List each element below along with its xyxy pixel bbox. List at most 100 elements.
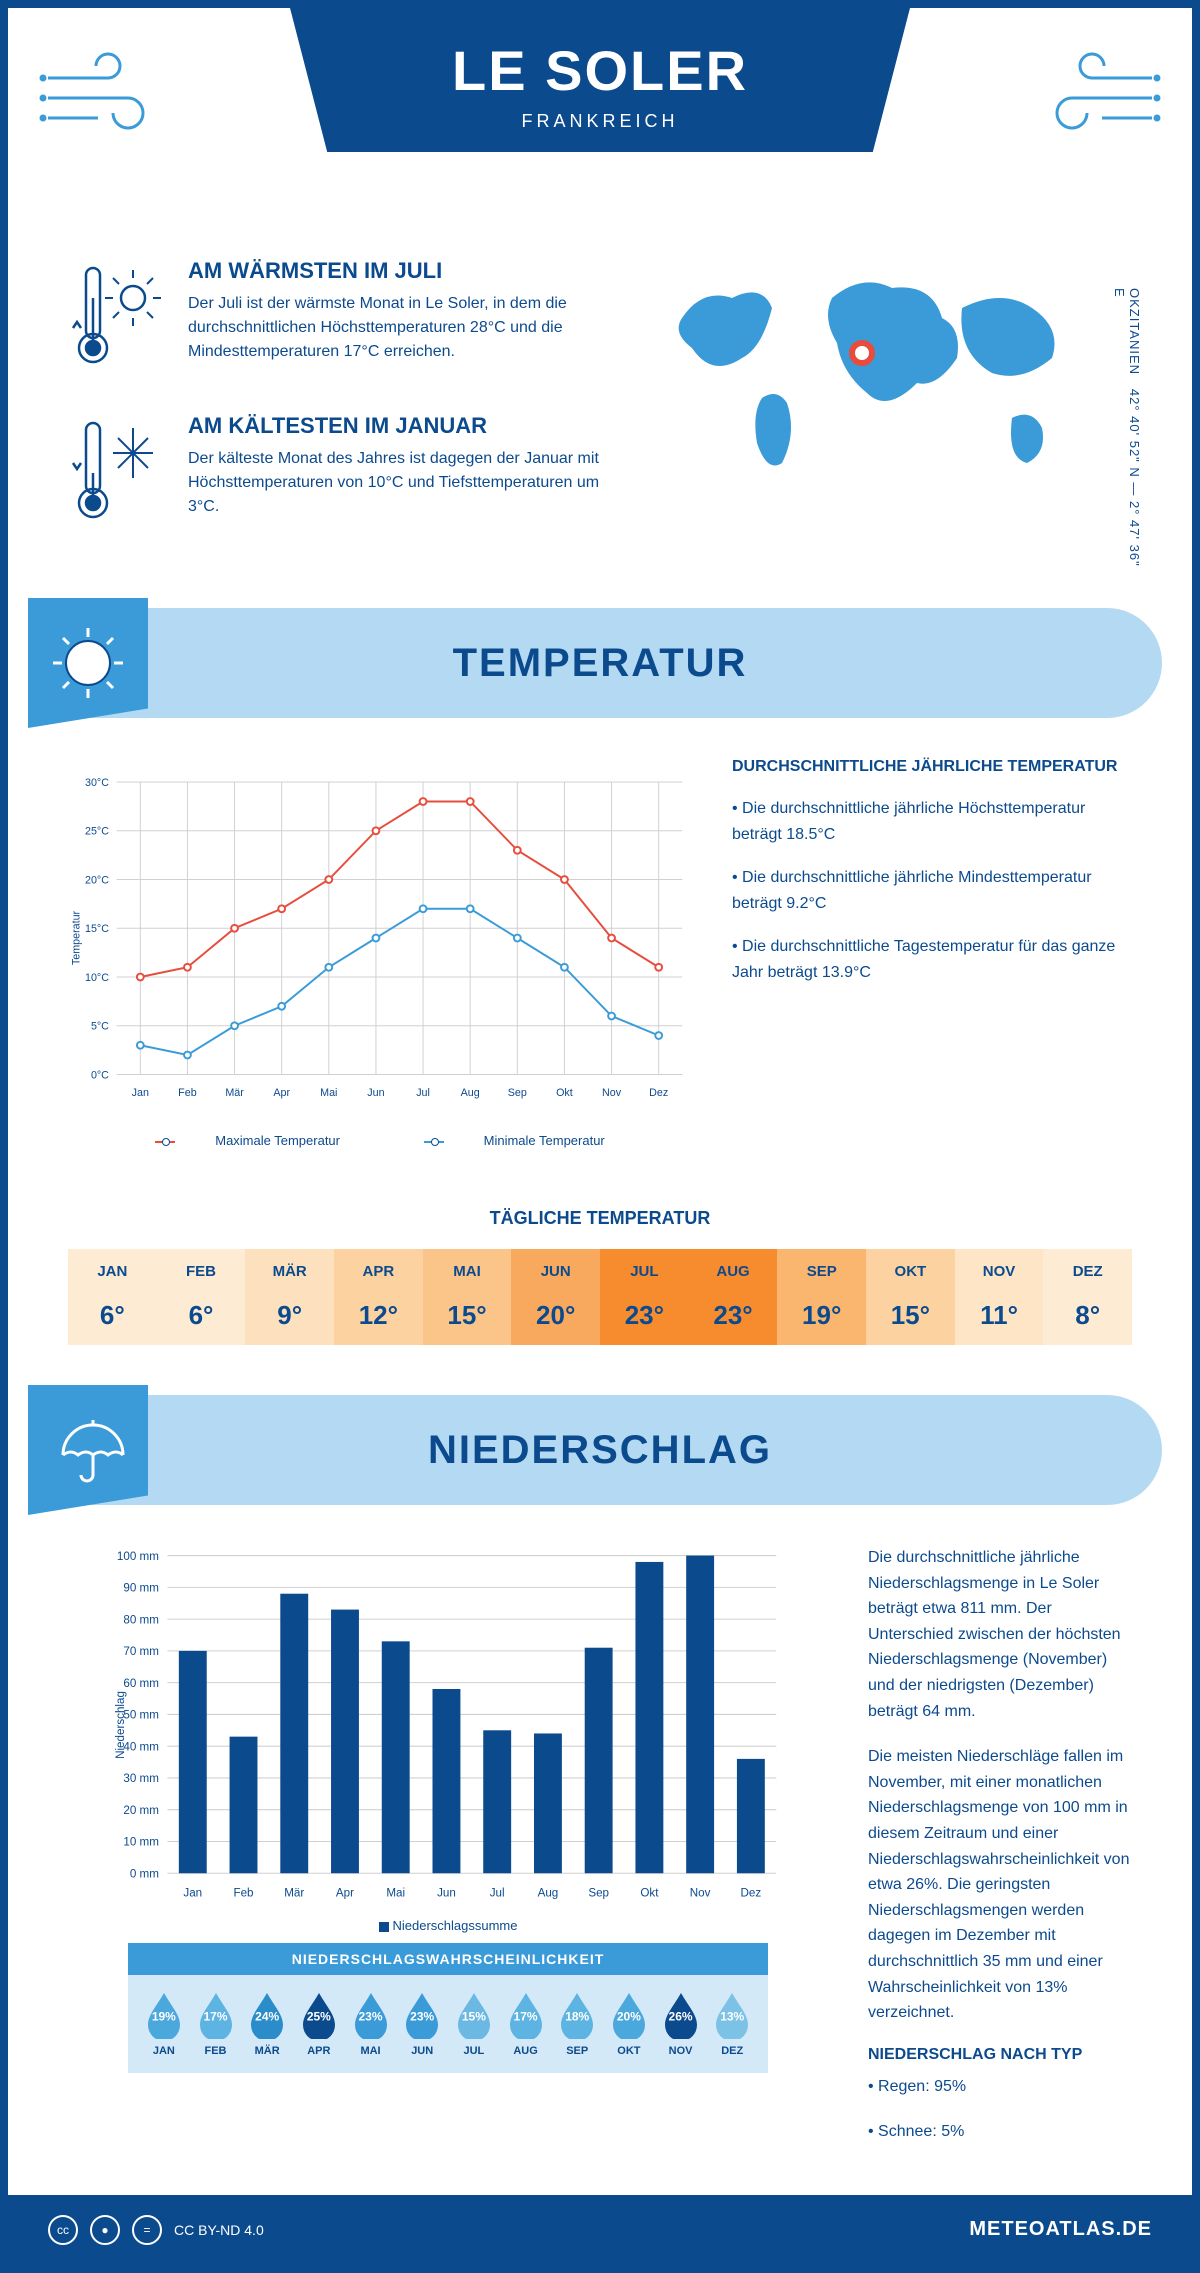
svg-text:15°C: 15°C xyxy=(85,923,109,935)
svg-text:Jan: Jan xyxy=(132,1087,149,1099)
svg-text:Apr: Apr xyxy=(273,1087,290,1099)
precip-type1: • Regen: 95% xyxy=(868,2074,1132,2100)
probability-cell: 24%MÄR xyxy=(241,1991,293,2057)
temp-body: 0°C5°C10°C15°C20°C25°C30°CJanFebMärAprMa… xyxy=(8,758,1192,1188)
svg-text:Okt: Okt xyxy=(640,1887,659,1900)
svg-text:20°C: 20°C xyxy=(85,874,109,886)
svg-text:0 mm: 0 mm xyxy=(130,1867,159,1880)
daily-cell: APR12° xyxy=(334,1249,423,1345)
svg-text:Mai: Mai xyxy=(386,1887,405,1900)
temp-section-header: TEMPERATUR xyxy=(38,608,1162,718)
page: LE SOLER FRANKREICH AM WÄRMSTEN IM JULI … xyxy=(0,0,1200,2273)
coldest-desc: Der kälteste Monat des Jahres ist dagege… xyxy=(188,447,612,519)
warmest-desc: Der Juli ist der wärmste Monat in Le Sol… xyxy=(188,292,612,364)
svg-text:Sep: Sep xyxy=(508,1087,527,1099)
svg-text:5°C: 5°C xyxy=(91,1021,109,1033)
probability-cell: 25%APR xyxy=(293,1991,345,2057)
svg-text:20 mm: 20 mm xyxy=(123,1804,159,1817)
svg-text:Temperatur: Temperatur xyxy=(71,910,83,965)
map-block: OKZITANIEN 42° 40' 52" N — 2° 47' 36" E xyxy=(652,258,1132,568)
warmest-block: AM WÄRMSTEN IM JULI Der Juli ist der wär… xyxy=(68,258,612,383)
precipitation-bar-chart: 0 mm10 mm20 mm30 mm40 mm50 mm60 mm70 mm8… xyxy=(68,1545,828,1905)
probability-cell: 15%JUL xyxy=(448,1991,500,2057)
daily-cell: DEZ8° xyxy=(1043,1249,1132,1345)
precip-section-header: NIEDERSCHLAG xyxy=(38,1395,1162,1505)
probability-cell: 20%OKT xyxy=(603,1991,655,2057)
temp-info: DURCHSCHNITTLICHE JÄHRLICHE TEMPERATUR •… xyxy=(732,758,1132,1148)
coordinates: OKZITANIEN 42° 40' 52" N — 2° 47' 36" E xyxy=(1112,288,1142,568)
svg-text:Mai: Mai xyxy=(320,1087,337,1099)
probability-cell: 23%MAI xyxy=(345,1991,397,2057)
probability-grid: 19%JAN17%FEB24%MÄR25%APR23%MAI23%JUN15%J… xyxy=(128,1975,768,2073)
svg-text:Okt: Okt xyxy=(556,1087,573,1099)
temperature-line-chart: 0°C5°C10°C15°C20°C25°C30°CJanFebMärAprMa… xyxy=(68,758,692,1118)
daily-cell: FEB6° xyxy=(157,1249,246,1345)
probability-cell: 17%AUG xyxy=(500,1991,552,2057)
intro-left: AM WÄRMSTEN IM JULI Der Juli ist der wär… xyxy=(68,258,612,568)
probability-cell: 18%SEP xyxy=(551,1991,603,2057)
svg-text:70 mm: 70 mm xyxy=(123,1645,159,1658)
daily-cell: JUN20° xyxy=(511,1249,600,1345)
temp-info-p3: • Die durchschnittliche Tagestemperatur … xyxy=(732,934,1132,985)
by-icon: ● xyxy=(90,2215,120,2245)
probability-cell: 17%FEB xyxy=(190,1991,242,2057)
precip-info: Die durchschnittliche jährliche Niedersc… xyxy=(868,1545,1132,2165)
svg-text:Feb: Feb xyxy=(178,1087,197,1099)
precip-p1: Die durchschnittliche jährliche Niedersc… xyxy=(868,1545,1132,1724)
svg-text:Mär: Mär xyxy=(225,1087,244,1099)
svg-text:Aug: Aug xyxy=(461,1087,480,1099)
coldest-title: AM KÄLTESTEN IM JANUAR xyxy=(188,413,612,439)
umbrella-icon xyxy=(28,1385,148,1515)
svg-text:Dez: Dez xyxy=(649,1087,668,1099)
svg-text:Nov: Nov xyxy=(690,1887,711,1900)
svg-text:Sep: Sep xyxy=(588,1887,609,1900)
footer-site: METEOATLAS.DE xyxy=(969,2218,1152,2241)
svg-text:Niederschlag: Niederschlag xyxy=(114,1691,127,1759)
daily-cell: SEP19° xyxy=(777,1249,866,1345)
svg-text:Aug: Aug xyxy=(538,1887,559,1900)
svg-text:Jul: Jul xyxy=(490,1887,505,1900)
precip-body: 0 mm10 mm20 mm30 mm40 mm50 mm60 mm70 mm8… xyxy=(8,1545,1192,2195)
svg-text:100 mm: 100 mm xyxy=(117,1550,159,1563)
svg-text:Mär: Mär xyxy=(284,1887,304,1900)
coldest-block: AM KÄLTESTEN IM JANUAR Der kälteste Mona… xyxy=(68,413,612,538)
daily-cell: MAI15° xyxy=(423,1249,512,1345)
probability-cell: 13%DEZ xyxy=(706,1991,758,2057)
svg-text:10 mm: 10 mm xyxy=(123,1836,159,1849)
wind-icon-left xyxy=(38,48,178,148)
intro-section: AM WÄRMSTEN IM JULI Der Juli ist der wär… xyxy=(8,238,1192,608)
daily-temp-grid: JAN6°FEB6°MÄR9°APR12°MAI15°JUN20°JUL23°A… xyxy=(68,1249,1132,1345)
footer: cc ● = CC BY-ND 4.0 METEOATLAS.DE xyxy=(8,2195,1192,2265)
temp-info-p1: • Die durchschnittliche jährliche Höchst… xyxy=(732,796,1132,847)
probability-cell: 26%NOV xyxy=(655,1991,707,2057)
precip-p2: Die meisten Niederschläge fallen im Nove… xyxy=(868,1744,1132,2026)
precip-chart-wrap: 0 mm10 mm20 mm30 mm40 mm50 mm60 mm70 mm8… xyxy=(68,1545,828,2165)
svg-text:Nov: Nov xyxy=(602,1087,622,1099)
probability-title: NIEDERSCHLAGSWAHRSCHEINLICHKEIT xyxy=(128,1943,768,1975)
svg-text:Jun: Jun xyxy=(437,1887,456,1900)
footer-license: cc ● = CC BY-ND 4.0 xyxy=(48,2215,264,2245)
precip-title: NIEDERSCHLAG xyxy=(98,1428,1102,1473)
wind-icon-right xyxy=(1022,48,1162,148)
daily-cell: MÄR9° xyxy=(245,1249,334,1345)
temp-legend: Maximale Temperatur Minimale Temperatur xyxy=(68,1133,692,1148)
svg-text:80 mm: 80 mm xyxy=(123,1613,159,1626)
country-subtitle: FRANKREICH xyxy=(290,111,910,132)
svg-text:50 mm: 50 mm xyxy=(123,1709,159,1722)
thermometer-snow-icon xyxy=(68,413,168,538)
svg-text:0°C: 0°C xyxy=(91,1069,109,1081)
svg-text:60 mm: 60 mm xyxy=(123,1677,159,1690)
temp-title: TEMPERATUR xyxy=(98,641,1102,686)
daily-cell: OKT15° xyxy=(866,1249,955,1345)
daily-cell: JUL23° xyxy=(600,1249,689,1345)
svg-text:10°C: 10°C xyxy=(85,972,109,984)
title-banner: LE SOLER FRANKREICH xyxy=(290,8,910,152)
header: LE SOLER FRANKREICH xyxy=(8,8,1192,238)
svg-text:30 mm: 30 mm xyxy=(123,1772,159,1785)
daily-temp-title: TÄGLICHE TEMPERATUR xyxy=(8,1208,1192,1229)
daily-cell: NOV11° xyxy=(955,1249,1044,1345)
cc-icon: cc xyxy=(48,2215,78,2245)
svg-text:25°C: 25°C xyxy=(85,826,109,838)
precip-type2: • Schnee: 5% xyxy=(868,2119,1132,2145)
svg-text:Jan: Jan xyxy=(183,1887,202,1900)
